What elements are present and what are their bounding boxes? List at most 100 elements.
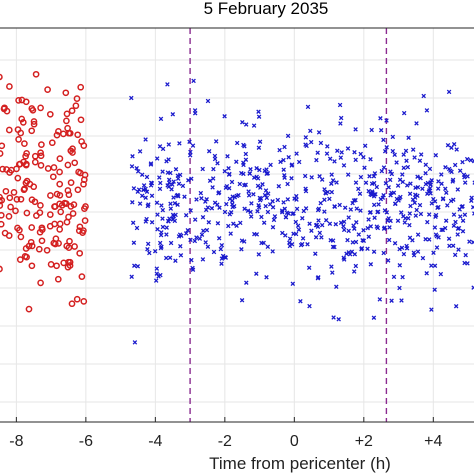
data-point-x — [171, 213, 177, 219]
data-point-x — [305, 104, 311, 110]
data-point-circle — [19, 119, 27, 126]
data-point-x — [352, 226, 357, 231]
data-point-x — [389, 171, 395, 177]
data-point-x — [220, 253, 226, 259]
data-point-x — [387, 177, 393, 183]
data-point-x — [259, 240, 264, 246]
data-point-x — [452, 252, 458, 258]
data-point-x — [137, 201, 143, 206]
data-point-x — [360, 238, 365, 243]
data-point-circle — [1, 229, 9, 237]
data-point-circle — [8, 166, 15, 174]
data-point-x — [358, 174, 364, 180]
data-point-x — [289, 162, 295, 167]
data-point-circle — [22, 245, 30, 252]
x-tick-label: -2 — [218, 433, 232, 450]
data-point-x — [460, 218, 466, 223]
data-point-x — [315, 224, 321, 229]
data-point-x — [316, 218, 321, 223]
data-point-x — [398, 194, 403, 200]
data-point-x — [265, 209, 271, 215]
data-point-x — [158, 232, 164, 238]
data-point-x — [418, 211, 424, 217]
data-point-x — [264, 171, 269, 177]
data-point-x — [194, 235, 199, 240]
data-point-x — [178, 253, 184, 258]
data-point-x — [390, 148, 396, 154]
data-point-x — [427, 166, 433, 172]
data-point-x — [401, 152, 406, 157]
data-point-circle — [0, 220, 5, 228]
data-point-x — [338, 121, 343, 126]
data-point-x — [331, 315, 336, 320]
data-point-x — [395, 183, 401, 188]
data-point-circle — [68, 300, 76, 308]
data-point-x — [148, 162, 154, 167]
data-point-x — [132, 263, 137, 268]
x-tick-label: -8 — [9, 433, 23, 450]
data-point-x — [263, 203, 268, 209]
data-point-x — [294, 151, 299, 156]
data-point-x — [397, 285, 402, 291]
data-point-x — [132, 340, 138, 345]
data-point-circle — [80, 176, 88, 184]
data-point-x — [402, 220, 408, 225]
data-point-x — [405, 164, 411, 170]
data-point-x — [398, 210, 404, 215]
data-point-x — [391, 190, 397, 195]
data-point-x — [460, 204, 465, 209]
data-point-x — [330, 238, 336, 243]
data-point-x — [408, 181, 413, 186]
data-point-x — [379, 168, 385, 174]
data-point-x — [423, 181, 429, 187]
data-point-x — [171, 195, 176, 200]
data-point-x — [238, 220, 243, 226]
data-point-x — [197, 236, 203, 241]
data-point-x — [168, 201, 173, 207]
data-point-x — [205, 244, 211, 249]
data-point-x — [212, 200, 218, 205]
data-point-x — [130, 154, 135, 159]
data-point-x — [243, 157, 249, 162]
data-point-x — [186, 178, 191, 183]
data-point-x — [203, 240, 208, 245]
data-point-x — [401, 251, 407, 257]
data-point-x — [313, 251, 318, 256]
data-point-circle — [22, 161, 30, 169]
data-point-x — [454, 147, 459, 152]
data-point-circle — [30, 120, 38, 128]
data-point-circle — [23, 177, 31, 185]
data-point-x — [348, 207, 354, 212]
data-point-x — [144, 216, 149, 222]
data-point-x — [330, 178, 336, 183]
data-point-x — [163, 255, 169, 261]
data-point-x — [451, 212, 457, 217]
data-point-x — [319, 222, 325, 228]
data-point-x — [191, 78, 196, 84]
data-point-x — [129, 95, 134, 101]
data-point-x — [222, 168, 228, 174]
data-point-x — [247, 171, 253, 176]
data-point-x — [444, 190, 449, 196]
data-point-x — [248, 214, 254, 219]
data-point-x — [456, 225, 462, 231]
data-point-x — [205, 98, 211, 104]
data-point-x — [190, 265, 195, 271]
data-point-x — [219, 242, 225, 248]
chart-title: 5 February 2035 — [204, 0, 329, 18]
data-point-circle — [63, 117, 70, 125]
data-point-x — [421, 93, 426, 99]
data-point-x — [303, 135, 309, 140]
data-point-x — [381, 192, 386, 198]
data-point-x — [296, 159, 302, 165]
data-point-x — [248, 209, 253, 215]
data-point-x — [434, 245, 440, 250]
data-point-x — [392, 152, 397, 158]
data-point-x — [353, 263, 359, 269]
data-point-x — [135, 264, 141, 269]
data-point-x — [464, 156, 470, 162]
data-point-circle — [77, 83, 85, 91]
data-point-x — [170, 112, 176, 117]
data-point-x — [279, 208, 285, 213]
data-point-x — [277, 147, 282, 153]
